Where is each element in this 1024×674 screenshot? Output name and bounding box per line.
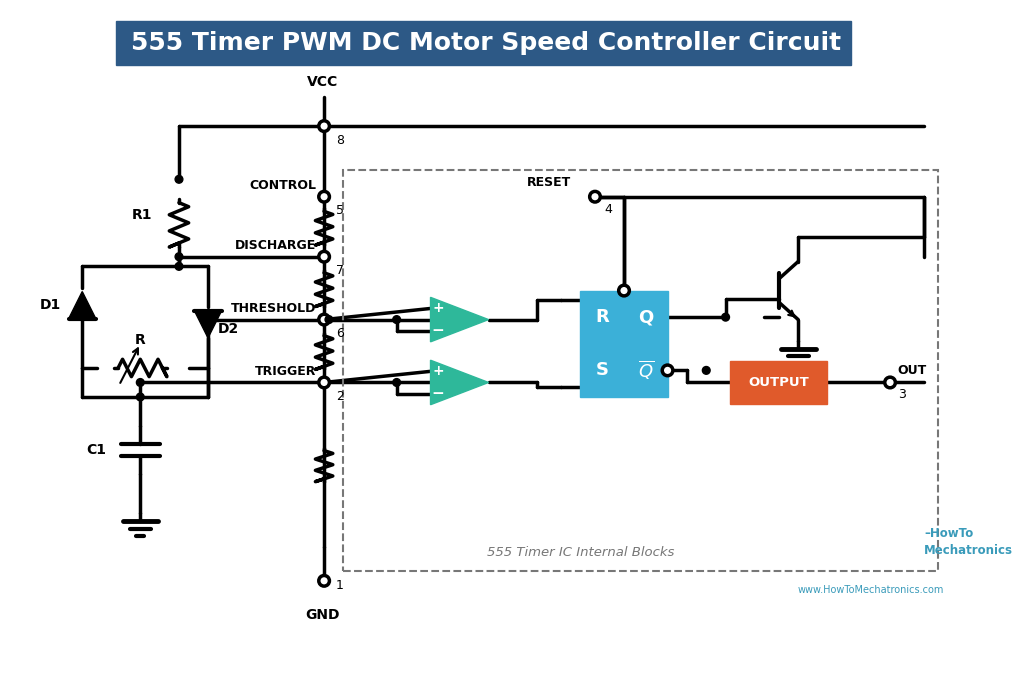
Text: D2: D2 xyxy=(218,322,239,336)
Circle shape xyxy=(885,377,895,388)
Text: Q: Q xyxy=(638,308,653,326)
Text: R1: R1 xyxy=(131,208,152,222)
Text: +: + xyxy=(432,301,444,315)
Circle shape xyxy=(175,262,183,270)
Circle shape xyxy=(393,379,400,386)
Text: S: S xyxy=(596,361,608,379)
Text: TRIGGER: TRIGGER xyxy=(255,365,316,377)
Text: 5: 5 xyxy=(336,204,344,218)
Text: 8: 8 xyxy=(336,134,344,147)
Text: 555 Timer PWM DC Motor Speed Controller Circuit: 555 Timer PWM DC Motor Speed Controller … xyxy=(131,31,841,55)
Text: CONTROL: CONTROL xyxy=(250,179,316,192)
Circle shape xyxy=(175,175,183,183)
Circle shape xyxy=(204,315,212,324)
Text: 2: 2 xyxy=(336,390,344,403)
Circle shape xyxy=(318,377,330,388)
Circle shape xyxy=(318,121,330,131)
FancyBboxPatch shape xyxy=(730,361,827,404)
Circle shape xyxy=(136,393,144,401)
Text: D1: D1 xyxy=(40,298,61,312)
Text: THRESHOLD: THRESHOLD xyxy=(231,302,316,315)
Circle shape xyxy=(663,365,673,375)
Text: 1: 1 xyxy=(336,579,344,592)
Text: –HowTo
Mechatronics: –HowTo Mechatronics xyxy=(924,527,1013,557)
Text: +: + xyxy=(432,365,444,378)
Circle shape xyxy=(325,315,333,324)
Circle shape xyxy=(618,285,630,296)
Circle shape xyxy=(318,314,330,325)
Circle shape xyxy=(318,251,330,262)
Text: $\overline{Q}$: $\overline{Q}$ xyxy=(638,359,654,381)
Text: OUT: OUT xyxy=(898,364,927,377)
Circle shape xyxy=(318,576,330,586)
Text: www.HowToMechatronics.com: www.HowToMechatronics.com xyxy=(798,586,944,595)
Text: GND: GND xyxy=(305,608,339,622)
Text: C1: C1 xyxy=(86,443,106,457)
Text: R: R xyxy=(135,333,145,346)
Polygon shape xyxy=(69,292,96,319)
Text: −: − xyxy=(432,386,444,401)
Circle shape xyxy=(702,367,710,374)
FancyBboxPatch shape xyxy=(581,290,668,397)
Text: RESET: RESET xyxy=(526,176,570,189)
Circle shape xyxy=(590,191,600,202)
Circle shape xyxy=(175,253,183,261)
Text: DISCHARGE: DISCHARGE xyxy=(236,239,316,252)
Circle shape xyxy=(136,379,144,386)
Circle shape xyxy=(318,191,330,202)
Text: 4: 4 xyxy=(604,204,612,216)
Text: OUTPUT: OUTPUT xyxy=(749,376,809,389)
FancyBboxPatch shape xyxy=(116,21,851,65)
Circle shape xyxy=(722,313,729,321)
Text: 6: 6 xyxy=(336,328,344,340)
Text: 555 Timer IC Internal Blocks: 555 Timer IC Internal Blocks xyxy=(486,545,674,559)
Text: R: R xyxy=(595,308,609,326)
Polygon shape xyxy=(195,311,221,338)
Circle shape xyxy=(393,315,400,324)
Text: −: − xyxy=(432,324,444,338)
Text: 7: 7 xyxy=(336,264,344,278)
Polygon shape xyxy=(430,297,488,342)
Polygon shape xyxy=(430,360,488,404)
Text: VCC: VCC xyxy=(306,75,338,90)
Text: 3: 3 xyxy=(898,388,905,401)
